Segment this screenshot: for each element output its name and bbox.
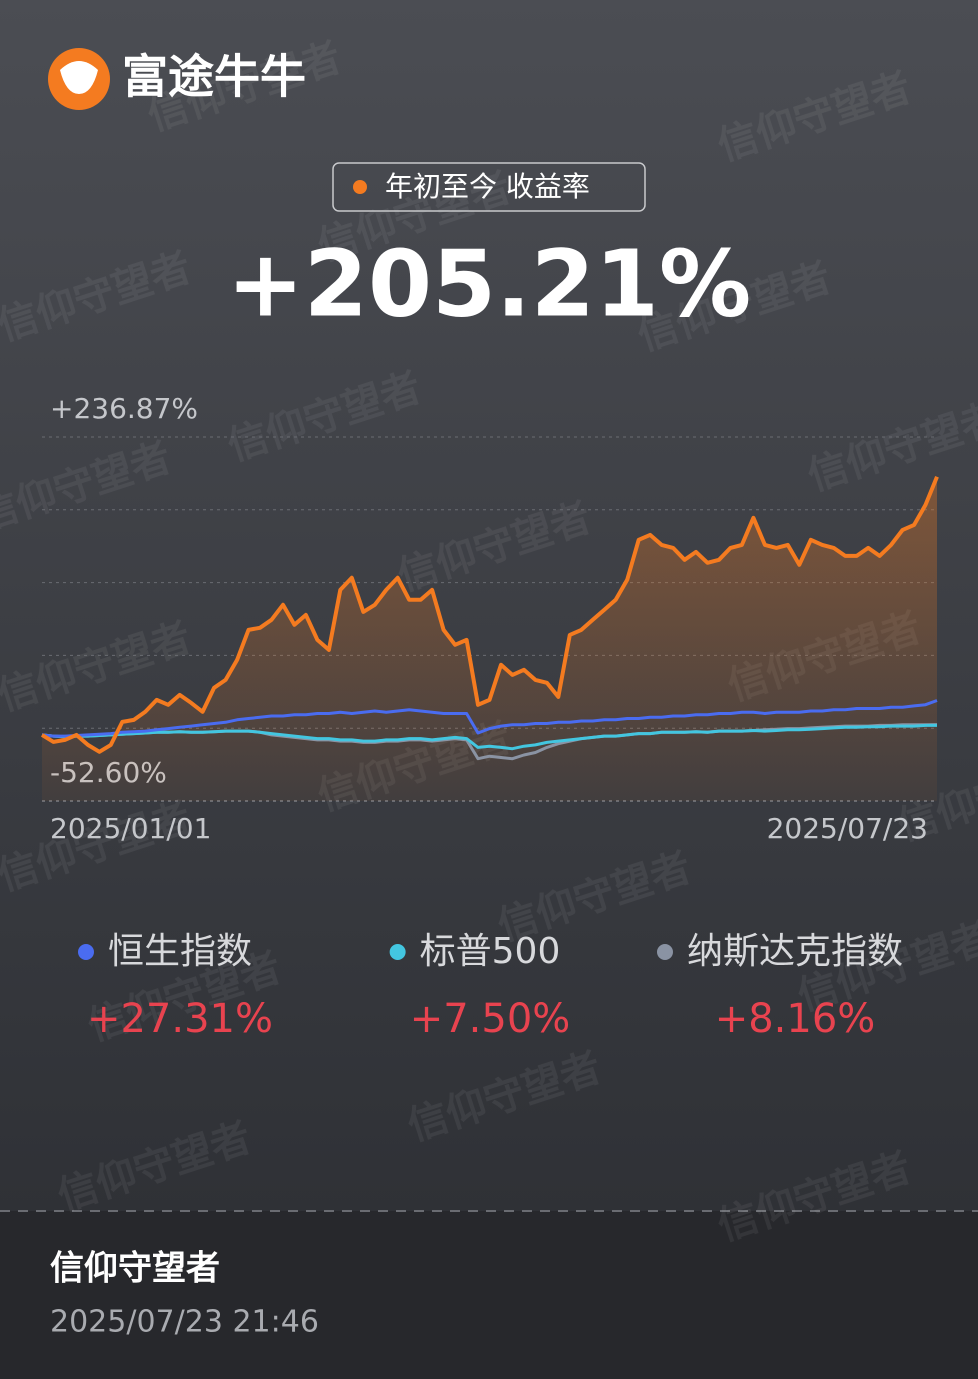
- legend-item: 标普500 +7.50%: [389, 931, 571, 1042]
- series-line: [41, 699, 938, 738]
- series-legend-box: [332, 162, 646, 212]
- series-line: [40, 476, 939, 754]
- legend-dot: [77, 944, 94, 960]
- user-name: 信仰守望者: [50, 1249, 220, 1289]
- series-return: +7.50%: [410, 996, 571, 1042]
- headline-return: +205.21%: [227, 230, 751, 337]
- series-return: +8.16%: [715, 996, 876, 1042]
- series-line: [41, 723, 937, 751]
- legend-item: 恒生指数 +27.31%: [77, 931, 273, 1042]
- x-tick-label: 2025/01/01: [50, 812, 211, 845]
- legend-dot: [389, 944, 406, 960]
- app-name: 富途牛牛: [122, 50, 306, 104]
- legend-label: 标普500: [420, 931, 561, 972]
- logo-bull: [60, 61, 98, 94]
- legend-label: 纳斯达克指数: [687, 931, 903, 972]
- footer-background: [0, 1211, 978, 1379]
- series-area: [42, 476, 937, 801]
- legend-dot: [353, 180, 367, 194]
- legend-item: 纳斯达克指数 +8.16%: [656, 931, 903, 1042]
- legend-label: 恒生指数: [108, 931, 252, 972]
- timestamp: 2025/07/23 21:46: [50, 1305, 319, 1340]
- x-tick-label: 2025/07/23: [767, 812, 928, 845]
- legend-label: 年初至今 收益率: [385, 170, 590, 203]
- legend-dot: [656, 944, 673, 960]
- y-tick-label: +236.87%: [50, 392, 198, 425]
- series-return: +27.31%: [87, 996, 273, 1042]
